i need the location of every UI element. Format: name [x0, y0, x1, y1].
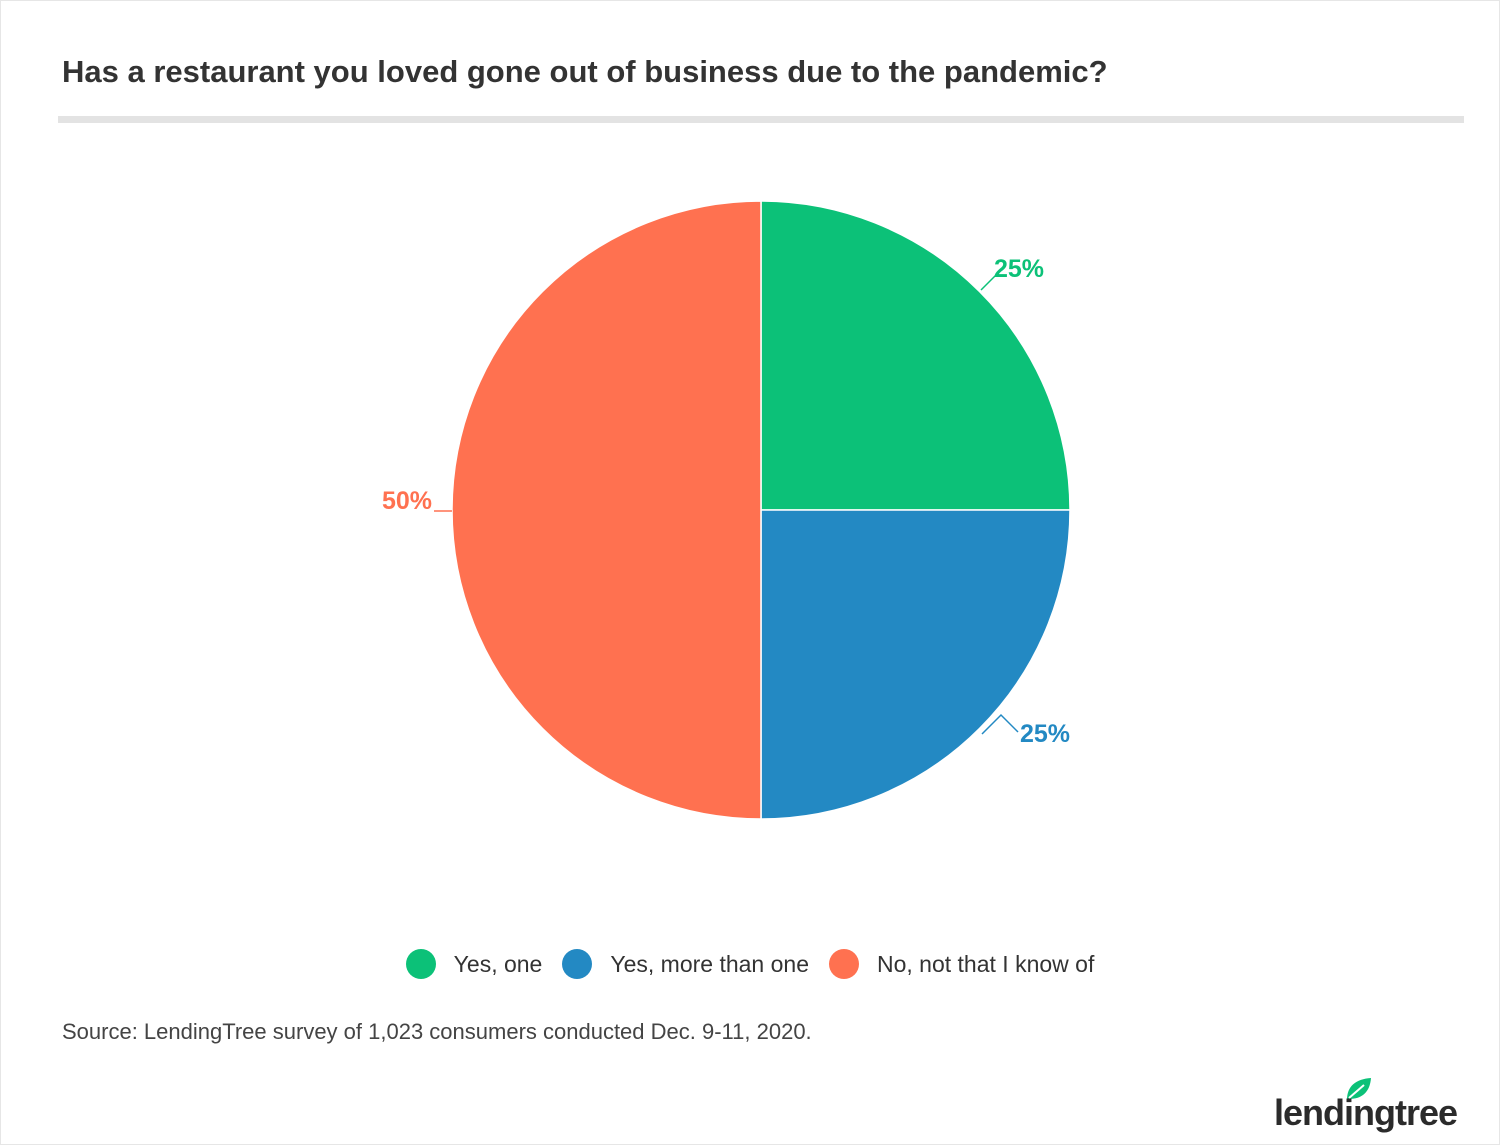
leader-line-yes-one	[980, 274, 997, 291]
leaf-icon	[1347, 1078, 1371, 1100]
pie-slice-yes-more-than-one[interactable]	[760, 509, 1071, 820]
legend-label-yes-one: Yes, one	[453, 950, 543, 977]
pie-slice-yes-one[interactable]	[760, 200, 1071, 511]
legend-swatch-yes-one	[405, 949, 436, 979]
legend-item-yes-one[interactable]: Yes, one	[405, 949, 543, 979]
data-label-yes-more-than-one: 25%	[1020, 720, 1070, 748]
pie-slice-no[interactable]	[451, 200, 762, 820]
title-divider	[58, 116, 1464, 123]
legend-swatch-no	[828, 949, 859, 979]
data-label-yes-one: 25%	[994, 255, 1044, 283]
logo-wordmark: lendingtree	[1274, 1092, 1458, 1133]
leader-line-yes-more-than-one	[981, 713, 1019, 735]
legend-swatch-yes-more-than-one	[562, 949, 593, 979]
legend: Yes, one Yes, more than one No, not that…	[0, 944, 1500, 984]
chart-title: Has a restaurant you loved gone out of b…	[62, 54, 1108, 89]
lendingtree-logo: lendingtree	[1274, 1076, 1474, 1136]
legend-label-no: No, not that I know of	[876, 950, 1095, 977]
legend-item-yes-more-than-one[interactable]: Yes, more than one	[562, 949, 809, 979]
legend-label-yes-more-than-one: Yes, more than one	[610, 950, 809, 977]
legend-item-no[interactable]: No, not that I know of	[828, 949, 1095, 979]
data-label-no: 50%	[382, 487, 432, 515]
source-note: Source: LendingTree survey of 1,023 cons…	[62, 1019, 812, 1044]
